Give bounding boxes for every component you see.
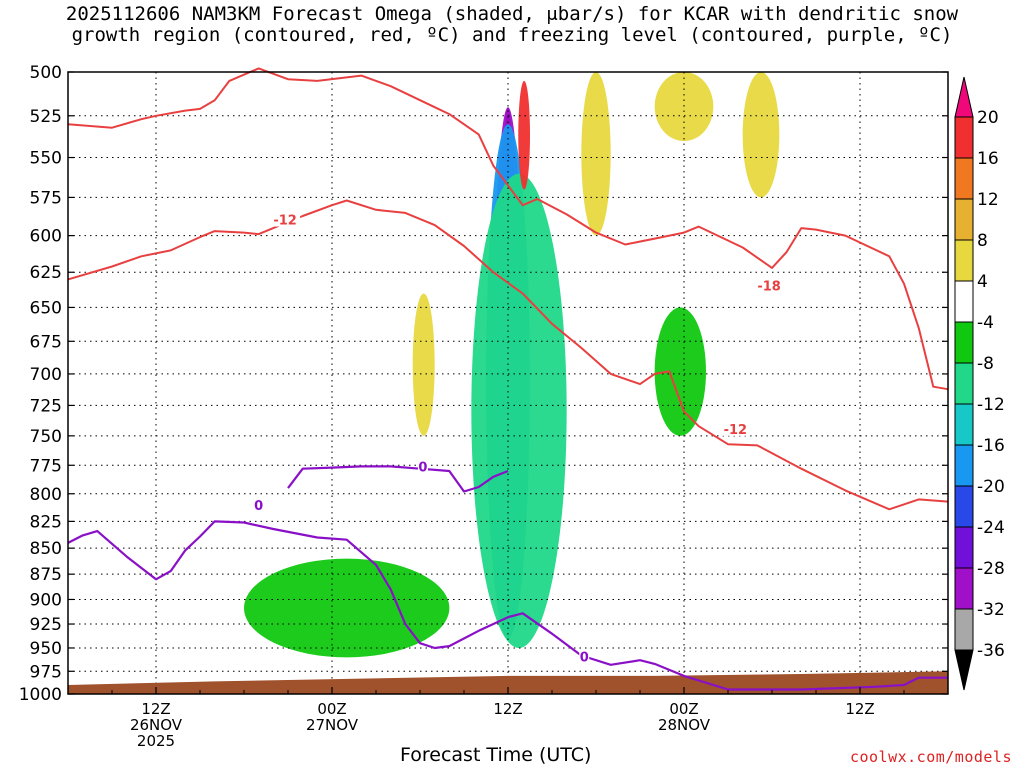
colorbar-label-2: 12 (977, 190, 999, 210)
ytick-label-500: 500 (30, 63, 62, 83)
ytick-label-875: 875 (30, 565, 62, 585)
omega-region-4 (244, 558, 450, 658)
colorbar-label-11: -28 (977, 559, 1005, 579)
colorbar-swatch-10 (954, 526, 974, 569)
colorbar-swatch-1 (954, 157, 974, 200)
contour-label-layer: -12 -18 -12 0 0 0 (253, 212, 785, 665)
colorbar-label-7: -12 (977, 395, 1005, 415)
colorbar-label-1: 16 (977, 149, 999, 169)
colorbar-label-10: -24 (977, 518, 1005, 538)
contour-label-bg-4 (253, 498, 264, 513)
colorbar-swatch-0 (954, 116, 974, 159)
colorbar-label-3: 8 (977, 231, 988, 251)
xtick-label-18-0: 00Z (317, 700, 346, 718)
omega-region-5 (654, 307, 706, 436)
ytick-label-900: 900 (30, 590, 62, 610)
chart-title: 2025112606 NAM3KM Forecast Omega (shaded… (0, 4, 1024, 46)
title-line1: 2025112606 NAM3KM Forecast Omega (shaded… (65, 3, 959, 25)
contour-label-bg-0 (270, 212, 301, 227)
ytick-label-850: 850 (30, 539, 62, 559)
colorbar-label-6: -8 (977, 354, 994, 374)
contour-label-2: -12 (724, 423, 748, 438)
ground-fill (68, 671, 948, 694)
contour-layer (67, 67, 949, 691)
ytick-label-800: 800 (30, 485, 62, 505)
xtick-label-6-0: 12Z (141, 700, 170, 718)
contour-label-3: 0 (418, 461, 427, 476)
colorbar-swatch-5 (954, 321, 974, 364)
dgz-contour-lower (67, 199, 949, 511)
ytick-label-575: 575 (30, 188, 62, 208)
colorbar-label-0: 20 (977, 108, 999, 128)
omega-region-8 (412, 293, 435, 436)
omega-region-9 (654, 72, 714, 142)
colorbar-swatch-11 (954, 567, 974, 610)
colorbar-swatch-9 (954, 485, 974, 528)
xtick-label-30-0: 12Z (493, 700, 522, 718)
ytick-label-750: 750 (30, 427, 62, 447)
colorbar: 20 16 12 8 4 -4 -8 -12 -16 -20 -24 -28 -32 -36 (954, 76, 1005, 691)
colorbar-label-5: -4 (977, 313, 994, 333)
ytick-label-1000: 1000 (19, 685, 62, 705)
colorbar-arrow-bottom (954, 649, 974, 691)
colorbar-swatch-3 (954, 239, 974, 282)
colorbar-label-4: 4 (977, 272, 988, 292)
colorbar-swatch-8 (954, 444, 974, 487)
colorbar-label-8: -16 (977, 436, 1005, 456)
ytick-label-975: 975 (30, 662, 62, 682)
omega-shading-layer (244, 71, 780, 658)
xtick-label-18-1: 27NOV (306, 716, 359, 734)
xtick-label-6-2: 2025 (137, 732, 175, 750)
colorbar-label-9: -20 (977, 477, 1005, 497)
contour-label-0: -12 (273, 214, 297, 229)
ytick-label-625: 625 (30, 263, 62, 283)
ytick-label-725: 725 (30, 396, 62, 416)
title-line2: growth region (contoured, red, ºC) and f… (71, 24, 953, 46)
contour-label-bg-3 (417, 459, 428, 474)
contour-label-bg-1 (754, 278, 785, 293)
ytick-label-650: 650 (30, 298, 62, 318)
omega-region-10 (742, 72, 780, 198)
x-axis-label: Forecast Time (UTC) (400, 744, 592, 766)
gridlines (68, 72, 948, 694)
ytick-label-525: 525 (30, 107, 62, 127)
xtick-label-42-1: 28NOV (658, 716, 711, 734)
colorbar-label-13: -36 (977, 641, 1005, 661)
contour-label-bg-2 (720, 421, 751, 436)
colorbar-arrow-top (954, 76, 974, 118)
ytick-label-925: 925 (30, 615, 62, 635)
omega-region-6 (518, 80, 531, 190)
colorbar-swatch-7 (954, 403, 974, 446)
colorbar-swatch-12 (954, 608, 974, 651)
omega-region-7 (581, 71, 611, 236)
contour-label-4: 0 (254, 499, 263, 514)
colorbar-swatch-6 (954, 362, 974, 405)
xtick-label-54-0: 12Z (845, 700, 874, 718)
ytick-label-600: 600 (30, 227, 62, 247)
ytick-label-550: 550 (30, 149, 62, 169)
ytick-label-675: 675 (30, 332, 62, 352)
ytick-label-700: 700 (30, 365, 62, 385)
contour-label-5: 0 (580, 650, 589, 665)
freezing-contour-lower (67, 520, 948, 691)
dgz-contour-upper (67, 67, 949, 391)
ytick-label-775: 775 (30, 456, 62, 476)
colorbar-swatch-4 (954, 280, 974, 323)
contour-label-bg-5 (579, 649, 590, 664)
ground-layer (68, 671, 948, 694)
omega-region-3 (471, 173, 567, 648)
colorbar-label-12: -32 (977, 600, 1005, 620)
xtick-label-42-0: 00Z (669, 700, 698, 718)
y-axis: 500 525 550 575 600 625 650 675 700 725 750 775 800 8… (19, 63, 948, 705)
ytick-label-950: 950 (30, 639, 62, 659)
contour-label-1: -18 (757, 279, 781, 294)
site-credit[interactable]: coolwx.com/models (849, 748, 1012, 766)
ytick-label-825: 825 (30, 512, 62, 532)
xtick-label-6-1: 26NOV (130, 716, 183, 734)
colorbar-swatch-2 (954, 198, 974, 241)
